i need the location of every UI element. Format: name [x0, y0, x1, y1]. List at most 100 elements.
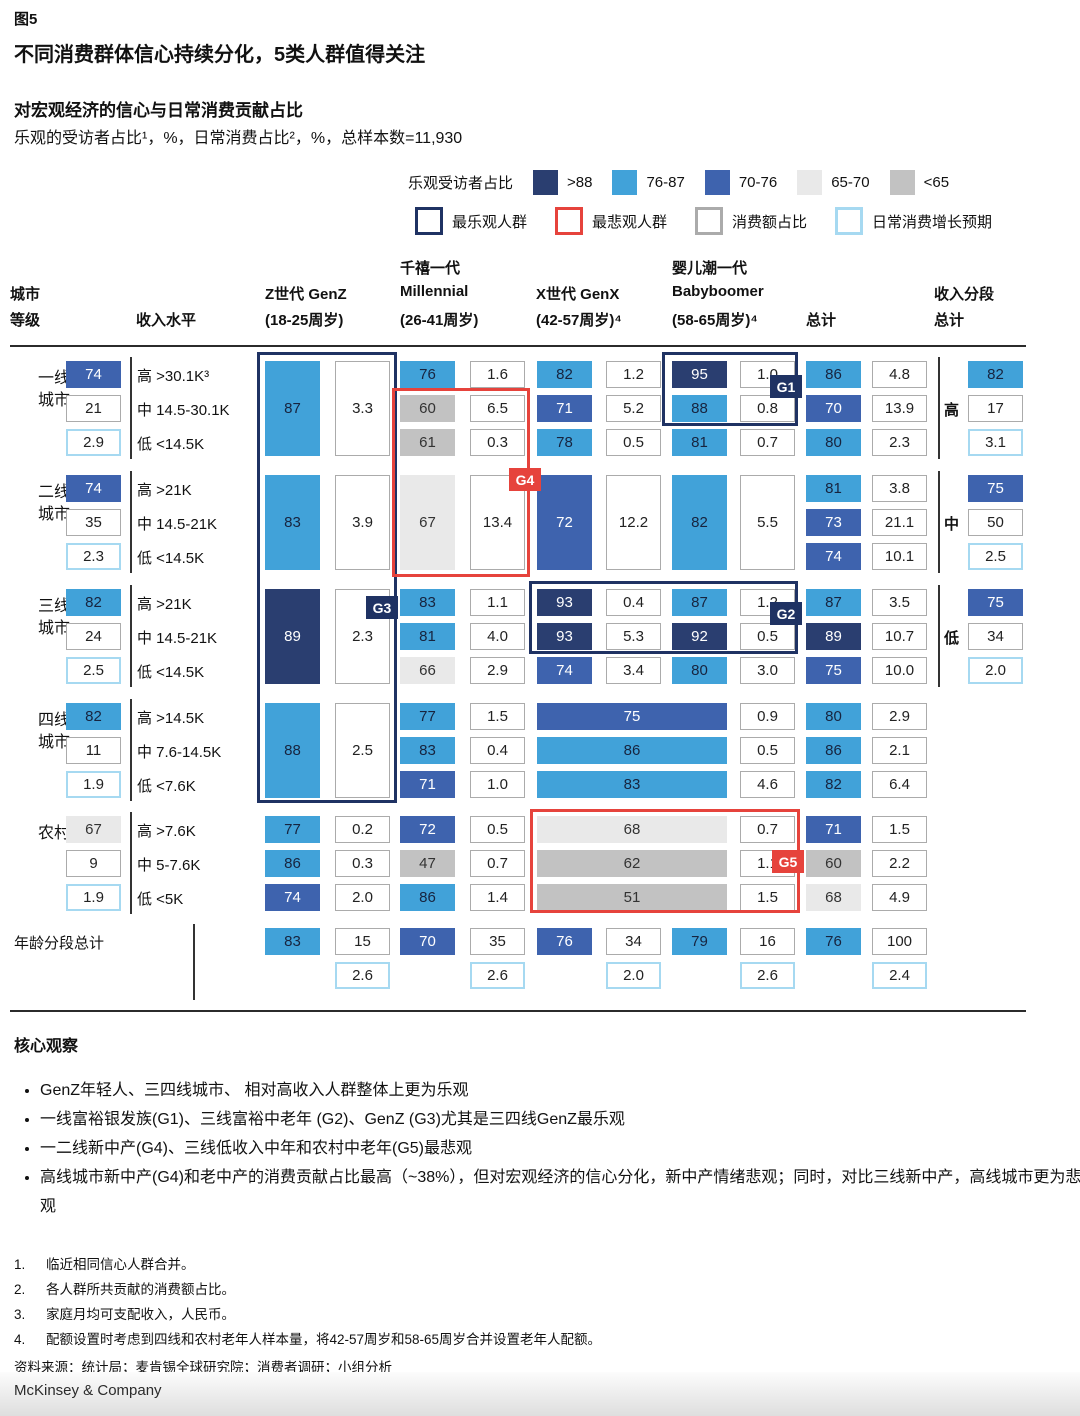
- total-optimism-cell: 87: [806, 589, 861, 616]
- millennial-consumption-cell: 1.5: [470, 703, 525, 730]
- genz-optimism-cell: 87: [265, 361, 320, 456]
- millennial-optimism-cell: 83: [400, 589, 455, 616]
- millennial-optimism-cell: 72: [400, 816, 455, 843]
- legend-bin-item: 65-70: [797, 170, 870, 195]
- legend-outline-swatch: [555, 207, 584, 235]
- legend-value-bins: 乐观受访者占比 >88 76-87 70-76 65-70 <65: [408, 170, 949, 195]
- legend-bin-range: 70-76: [738, 174, 778, 191]
- legend-bin-item: <65: [889, 170, 950, 195]
- footnote-text: 配额设置时考虑到四线和农村老年人样本量，将42-57周岁和58-65周岁合并设置…: [46, 1332, 602, 1347]
- total-consumption-cell: 2.2: [872, 850, 927, 877]
- income-divider: [130, 585, 132, 687]
- babyboomer-optimism-cell: 87: [672, 589, 727, 616]
- total-optimism-cell: 74: [806, 543, 861, 570]
- millennial-consumption-cell: 1.4: [470, 884, 525, 911]
- city-share-cell: 24: [66, 623, 121, 650]
- income-label: 低 <7.6K: [137, 778, 196, 795]
- bottom-rule: [10, 1010, 1026, 1012]
- genz-optimism-cell: 86: [265, 850, 320, 877]
- observation-item: 高线城市新中产(G4)和老中产的消费贡献占比最高（~38%），但对宏观经济的信心…: [40, 1163, 1080, 1221]
- segment-optimism-cell: 75: [968, 589, 1023, 616]
- total-consumption-cell: 4.9: [872, 884, 927, 911]
- income-divider: [130, 812, 132, 914]
- genx-optimism-cell: 72: [537, 475, 592, 570]
- genz-consumption-cell: 0.3: [335, 850, 390, 877]
- footnote-number: 2.: [14, 1282, 26, 1297]
- income-label: 高 >14.5K: [137, 710, 205, 727]
- genx-consumption-cell: 0.5: [606, 429, 661, 456]
- age-total-share-cell: 34: [606, 928, 661, 955]
- income-label: 高 >7.6K: [137, 823, 196, 840]
- age-total-share-cell: 35: [470, 928, 525, 955]
- genx-babyboomer-consumption-cell: 0.9: [740, 703, 795, 730]
- footnote-text: 临近相同信心人群合并。: [46, 1257, 195, 1272]
- legend-outline-item: 日常消费增长预期: [835, 207, 992, 235]
- segment-optimism-cell: 82: [968, 361, 1023, 388]
- city-growth-cell: 2.5: [66, 657, 121, 684]
- footnote-number: 4.: [14, 1332, 26, 1347]
- legend-bin-range: >88: [567, 174, 593, 191]
- income-label: 中 14.5-21K: [137, 516, 218, 533]
- age-total-share-cell: 15: [335, 928, 390, 955]
- legend-outline-item: 消费额占比: [695, 207, 807, 235]
- total-optimism-cell: 80: [806, 429, 861, 456]
- city-growth-cell: 2.3: [66, 543, 121, 570]
- total-consumption-cell: 13.9: [872, 395, 927, 422]
- column-header: 婴儿潮一代: [672, 260, 748, 277]
- city-growth-cell: 2.9: [66, 429, 121, 456]
- total-consumption-cell: 2.3: [872, 429, 927, 456]
- age-total-share-cell: 100: [872, 928, 927, 955]
- genz-optimism-cell: 74: [265, 884, 320, 911]
- city-label: 城市: [38, 734, 71, 751]
- observations-list: GenZ年轻人、三四线城市、 相对高收入人群整体上更为乐观一线富裕银发族(G1)…: [16, 1076, 1080, 1221]
- total-optimism-cell: 86: [806, 737, 861, 764]
- observation-item: 一二线新中产(G4)、三线低收入中年和农村中老年(G5)最悲观: [40, 1134, 1080, 1163]
- legend-outline-label: 消费额占比: [732, 213, 808, 231]
- highlight-label-g3: G3: [366, 596, 398, 619]
- segment-divider: [938, 585, 940, 687]
- babyboomer-consumption-cell: 0.5: [740, 623, 795, 650]
- millennial-consumption-cell: 13.4: [470, 475, 525, 570]
- column-header: Millennial: [400, 283, 469, 300]
- footnote-item: 1. 临近相同信心人群合并。: [14, 1252, 601, 1277]
- column-header: 收入分段: [934, 286, 995, 303]
- city-label: 城市: [38, 392, 71, 409]
- column-header: 城市: [10, 286, 41, 303]
- observations-heading: 核心观察: [14, 1038, 79, 1055]
- city-label: 一线: [38, 370, 71, 387]
- total-optimism-cell: 71: [806, 816, 861, 843]
- millennial-optimism-cell: 83: [400, 737, 455, 764]
- segment-share-cell: 17: [968, 395, 1023, 422]
- legend-outline-swatch: [415, 207, 443, 235]
- total-optimism-cell: 70: [806, 395, 861, 422]
- millennial-optimism-cell: 86: [400, 884, 455, 911]
- genx-babyboomer-consumption-cell: 0.5: [740, 737, 795, 764]
- genz-optimism-cell: 83: [265, 475, 320, 570]
- genx-babyboomer-consumption-cell: 1.5: [740, 884, 795, 911]
- genx-optimism-cell: 74: [537, 657, 592, 684]
- brand-wordmark: McKinsey & Company: [14, 1382, 162, 1399]
- column-header: Babyboomer: [672, 283, 764, 300]
- column-header: Z世代 GenZ: [265, 286, 347, 303]
- income-label: 中 7.6-14.5K: [137, 744, 222, 761]
- city-share-cell: 35: [66, 509, 121, 536]
- total-consumption-cell: 6.4: [872, 771, 927, 798]
- legend-bin-range: <65: [923, 174, 950, 191]
- legend-bin-range: 65-70: [831, 174, 870, 191]
- genz-consumption-cell: 3.9: [335, 475, 390, 570]
- observation-item: GenZ年轻人、三四线城市、 相对高收入人群整体上更为乐观: [40, 1076, 1080, 1105]
- segment-divider: [938, 471, 940, 573]
- segment-share-cell: 34: [968, 623, 1023, 650]
- footer-band: [0, 1372, 1080, 1416]
- age-totals-divider: [193, 924, 195, 1000]
- city-label: 三线: [38, 598, 71, 615]
- income-label: 低 <14.5K: [137, 664, 205, 681]
- income-label: 低 <14.5K: [137, 550, 205, 567]
- millennial-consumption-cell: 2.9: [470, 657, 525, 684]
- footnote-number: 1.: [14, 1257, 26, 1272]
- legend-outline-swatch: [695, 207, 724, 235]
- total-optimism-cell: 86: [806, 361, 861, 388]
- genx-babyboomer-consumption-cell: 0.7: [740, 816, 795, 843]
- legend-bin-swatch: [612, 170, 638, 195]
